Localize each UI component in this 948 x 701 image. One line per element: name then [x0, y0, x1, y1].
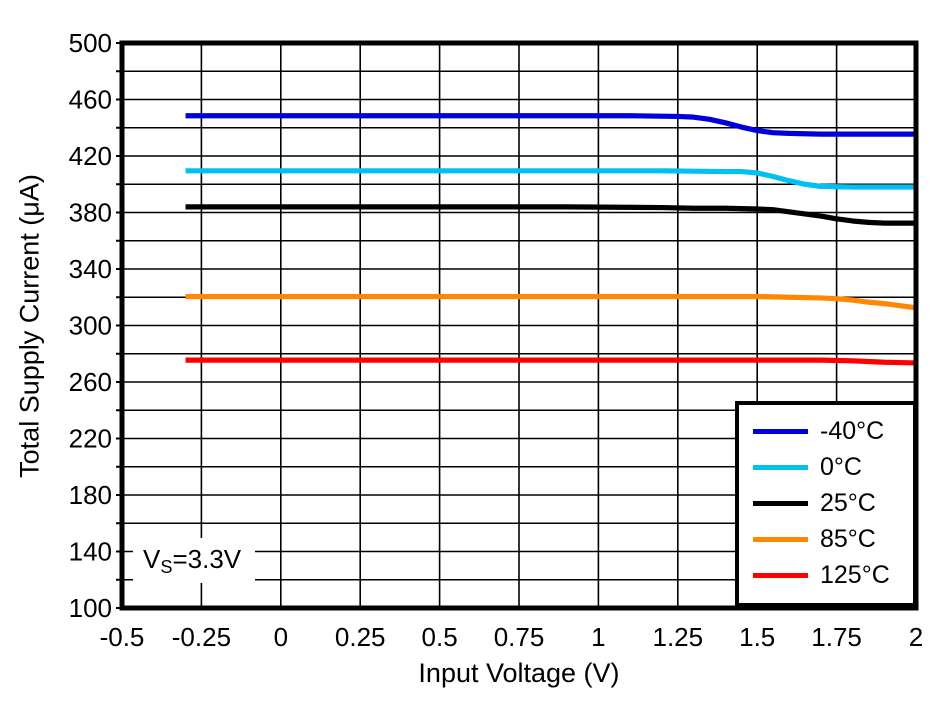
legend-swatch [753, 500, 808, 506]
legend-item-25C: 25°C [739, 488, 913, 517]
plot-frame [119, 40, 919, 611]
y-tick-label: 420 [69, 141, 112, 171]
series-line-125C [185, 357, 917, 366]
x-tick-label: 1 [591, 622, 605, 652]
y-tick-label: 460 [69, 85, 112, 115]
legend-swatch [753, 428, 808, 434]
series-line--40C [185, 113, 916, 137]
annotation-subscript: S [160, 556, 173, 577]
y-tick-label: 500 [69, 28, 112, 58]
y-tick-label: 100 [69, 593, 112, 623]
series-line-85C [185, 293, 917, 311]
legend: -40°C 0°C 25°C 85°C 125°C [735, 401, 917, 607]
supply-voltage-annotation: VS=3.3V [133, 538, 256, 583]
annotation-suffix: =3.3V [172, 544, 242, 574]
x-tick-label: -0.25 [172, 622, 231, 652]
legend-swatch [753, 536, 808, 542]
series-line-25C [185, 204, 916, 226]
legend-label: 0°C [820, 452, 862, 481]
x-tick-label: 0.75 [494, 622, 545, 652]
legend-label: 25°C [820, 488, 876, 517]
x-tick-label: 0 [274, 622, 288, 652]
series-line-0C [185, 168, 916, 190]
x-tick-label: 1.25 [652, 622, 703, 652]
y-tick-label: 180 [69, 480, 112, 510]
annotation-prefix: V [143, 544, 161, 574]
legend-item-125C: 125°C [739, 560, 913, 589]
x-tick-label: 1.75 [811, 622, 862, 652]
x-tick-label: 1.5 [739, 622, 775, 652]
y-tick-label: 380 [69, 198, 112, 228]
y-tick-label: 340 [69, 254, 112, 284]
y-axis-label: Total Supply Current (μA) [14, 174, 45, 478]
y-tick-label: 140 [69, 537, 112, 567]
y-tick-label: 300 [69, 311, 112, 341]
x-tick-label: -0.5 [100, 622, 145, 652]
legend-swatch [753, 464, 808, 470]
legend-item--40C: -40°C [739, 416, 913, 445]
legend-item-0C: 0°C [739, 452, 913, 481]
x-axis-label: Input Voltage (V) [418, 658, 620, 688]
x-tick-label: 0.25 [335, 622, 386, 652]
legend-label: 85°C [820, 524, 876, 553]
y-tick-label: 260 [69, 367, 112, 397]
x-tick-label: 0.5 [422, 622, 458, 652]
legend-swatch [753, 572, 808, 578]
legend-item-85C: 85°C [739, 524, 913, 553]
y-tick-label: 220 [69, 424, 112, 454]
legend-label: -40°C [820, 416, 885, 445]
legend-label: 125°C [820, 560, 890, 589]
x-tick-label: 2 [909, 622, 923, 652]
